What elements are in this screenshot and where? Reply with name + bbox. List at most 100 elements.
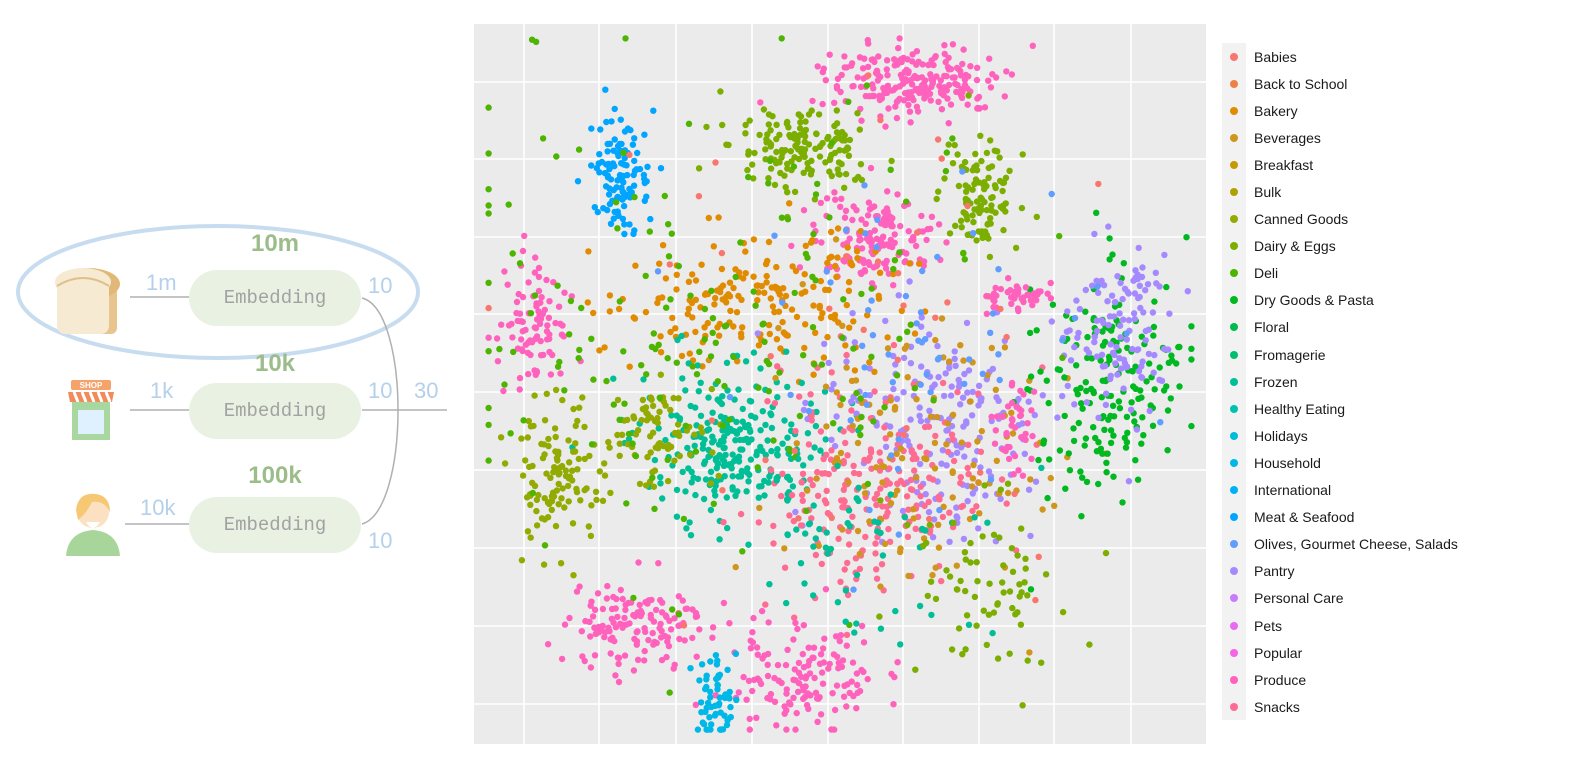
- scatter-point: [698, 709, 705, 716]
- scatter-point: [833, 120, 841, 127]
- scatter-point: [692, 491, 699, 499]
- scatter-point: [1158, 377, 1166, 384]
- scatter-point: [1046, 456, 1053, 463]
- scatter-point: [1134, 346, 1141, 354]
- scatter-point: [828, 447, 835, 454]
- legend-label: Pets: [1254, 617, 1283, 634]
- scatter-point: [743, 488, 750, 495]
- scatter-point: [812, 329, 819, 336]
- scatter-point: [843, 358, 850, 365]
- scatter-point: [777, 345, 784, 352]
- scatter-point: [1014, 552, 1021, 559]
- scatter-point: [987, 476, 995, 483]
- scatter-point: [824, 550, 831, 557]
- scatter-point: [832, 196, 839, 203]
- scatter-point: [810, 502, 817, 509]
- scatter-point: [792, 427, 799, 435]
- scatter-point: [724, 524, 731, 532]
- scatter-point: [566, 331, 573, 338]
- scatter-point: [798, 379, 805, 387]
- scatter-point: [1004, 489, 1012, 497]
- scatter-point: [983, 206, 990, 214]
- legend-item: Fromagerie: [1222, 341, 1582, 369]
- scatter-point: [1001, 344, 1009, 351]
- scatter-point: [665, 642, 673, 650]
- scatter-point: [1150, 369, 1157, 376]
- scatter-point: [1135, 368, 1143, 375]
- scatter-point: [675, 611, 683, 618]
- scatter-point: [822, 544, 830, 551]
- scatter-point: [689, 606, 696, 613]
- scatter-point: [582, 617, 589, 625]
- scatter-point: [873, 501, 880, 509]
- scatter-point: [1019, 151, 1026, 158]
- scatter-point: [501, 268, 508, 275]
- scatter-point: [823, 529, 830, 536]
- legend-item: Personal Care: [1222, 584, 1582, 612]
- scatter-point: [541, 417, 549, 424]
- legend-item: International: [1222, 476, 1582, 504]
- scatter-point: [610, 215, 617, 222]
- scatter-point: [650, 483, 658, 490]
- scatter-point: [573, 488, 581, 496]
- scatter-point: [1099, 363, 1107, 370]
- legend-label: Deli: [1254, 265, 1279, 282]
- scatter-point: [946, 538, 953, 545]
- scatter-point: [505, 201, 512, 208]
- scatter-point: [1002, 174, 1010, 181]
- scatter-point: [675, 395, 682, 402]
- scatter-point: [720, 457, 728, 465]
- scatter-point: [917, 417, 925, 425]
- scatter-point: [894, 61, 901, 68]
- scatter-point: [926, 515, 933, 523]
- scatter-point: [861, 490, 869, 497]
- scatter-point: [853, 248, 861, 255]
- scatter-point: [714, 686, 721, 693]
- scatter-point: [995, 266, 1002, 273]
- scatter-point: [605, 160, 612, 168]
- scatter-point: [820, 65, 827, 72]
- scatter-point: [835, 159, 843, 166]
- scatter-point: [591, 606, 599, 613]
- scatter-point: [642, 308, 650, 316]
- scatter-point: [1107, 439, 1115, 447]
- scatter-point: [678, 352, 686, 360]
- scatter-point: [746, 726, 753, 733]
- scatter-point: [671, 457, 678, 464]
- scatter-point: [817, 428, 825, 435]
- scatter-point: [643, 417, 651, 424]
- scatter-point: [866, 365, 873, 372]
- highlight-ellipse: [16, 224, 420, 360]
- scatter-point: [783, 707, 790, 714]
- scatter-point: [608, 615, 615, 622]
- scatter-point: [1146, 407, 1153, 415]
- scatter-point: [697, 412, 705, 419]
- scatter-point: [750, 614, 757, 622]
- scatter-point: [815, 542, 822, 550]
- person-icon: [64, 490, 122, 558]
- scatter-point: [877, 485, 884, 492]
- scatter-point: [1136, 282, 1143, 289]
- scatter-point: [755, 342, 763, 349]
- scatter-point: [1106, 235, 1113, 242]
- scatter-point: [764, 257, 771, 265]
- scatter-point: [882, 435, 889, 442]
- scatter-point: [1000, 562, 1007, 569]
- scatter-point: [911, 467, 918, 474]
- scatter-point: [1054, 366, 1061, 373]
- scatter-point: [699, 445, 707, 452]
- scatter-point: [991, 440, 999, 447]
- scatter-point: [1008, 422, 1015, 429]
- scatter-point: [890, 701, 897, 708]
- scatter-point: [876, 449, 883, 456]
- scatter-point: [969, 507, 976, 515]
- scatter-point: [876, 613, 883, 620]
- scatter-point: [1012, 611, 1019, 618]
- scatter-point: [705, 214, 712, 222]
- legend-key: [1222, 395, 1246, 423]
- scatter-point: [974, 95, 981, 102]
- scatter-point: [812, 551, 820, 559]
- scatter-point: [852, 555, 860, 562]
- scatter-point: [983, 149, 991, 157]
- scatter-point: [856, 565, 864, 573]
